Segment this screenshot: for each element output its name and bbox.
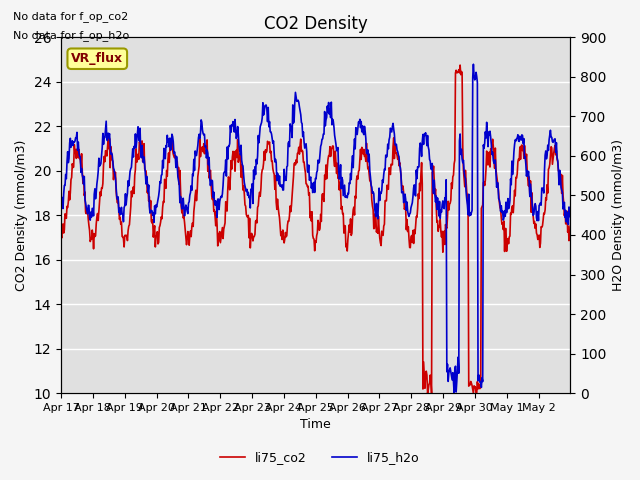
li75_h2o	[255, 140, 263, 145]
li75_co2	[424, 390, 431, 396]
X-axis label: Time: Time	[300, 419, 331, 432]
li75_h2o	[451, 390, 458, 396]
li75_h2o	[236, 147, 243, 153]
li75_h2o	[57, 198, 65, 204]
li75_co2	[57, 231, 65, 237]
li75_h2o	[397, 165, 404, 170]
Text: No data for f_op_h2o: No data for f_op_h2o	[13, 30, 129, 41]
li75_co2	[236, 155, 243, 161]
Y-axis label: CO2 Density (mmol/m3): CO2 Density (mmol/m3)	[15, 140, 28, 291]
li75_h2o	[117, 211, 125, 216]
Line: li75_h2o: li75_h2o	[61, 64, 570, 393]
li75_h2o	[211, 199, 218, 204]
li75_co2	[397, 167, 404, 172]
li75_h2o	[368, 184, 376, 190]
li75_co2	[456, 62, 464, 68]
li75_co2	[566, 223, 574, 228]
Line: li75_co2: li75_co2	[61, 65, 570, 393]
Title: CO2 Density: CO2 Density	[264, 15, 367, 33]
li75_co2	[368, 197, 376, 203]
li75_co2	[255, 194, 263, 200]
Legend: li75_co2, li75_h2o: li75_co2, li75_h2o	[215, 446, 425, 469]
Text: VR_flux: VR_flux	[71, 52, 124, 65]
li75_h2o	[566, 212, 574, 217]
li75_co2	[211, 207, 218, 213]
li75_h2o	[470, 61, 477, 67]
Y-axis label: H2O Density (mmol/m3): H2O Density (mmol/m3)	[612, 139, 625, 291]
Text: No data for f_op_co2: No data for f_op_co2	[13, 11, 128, 22]
li75_co2	[117, 221, 125, 227]
